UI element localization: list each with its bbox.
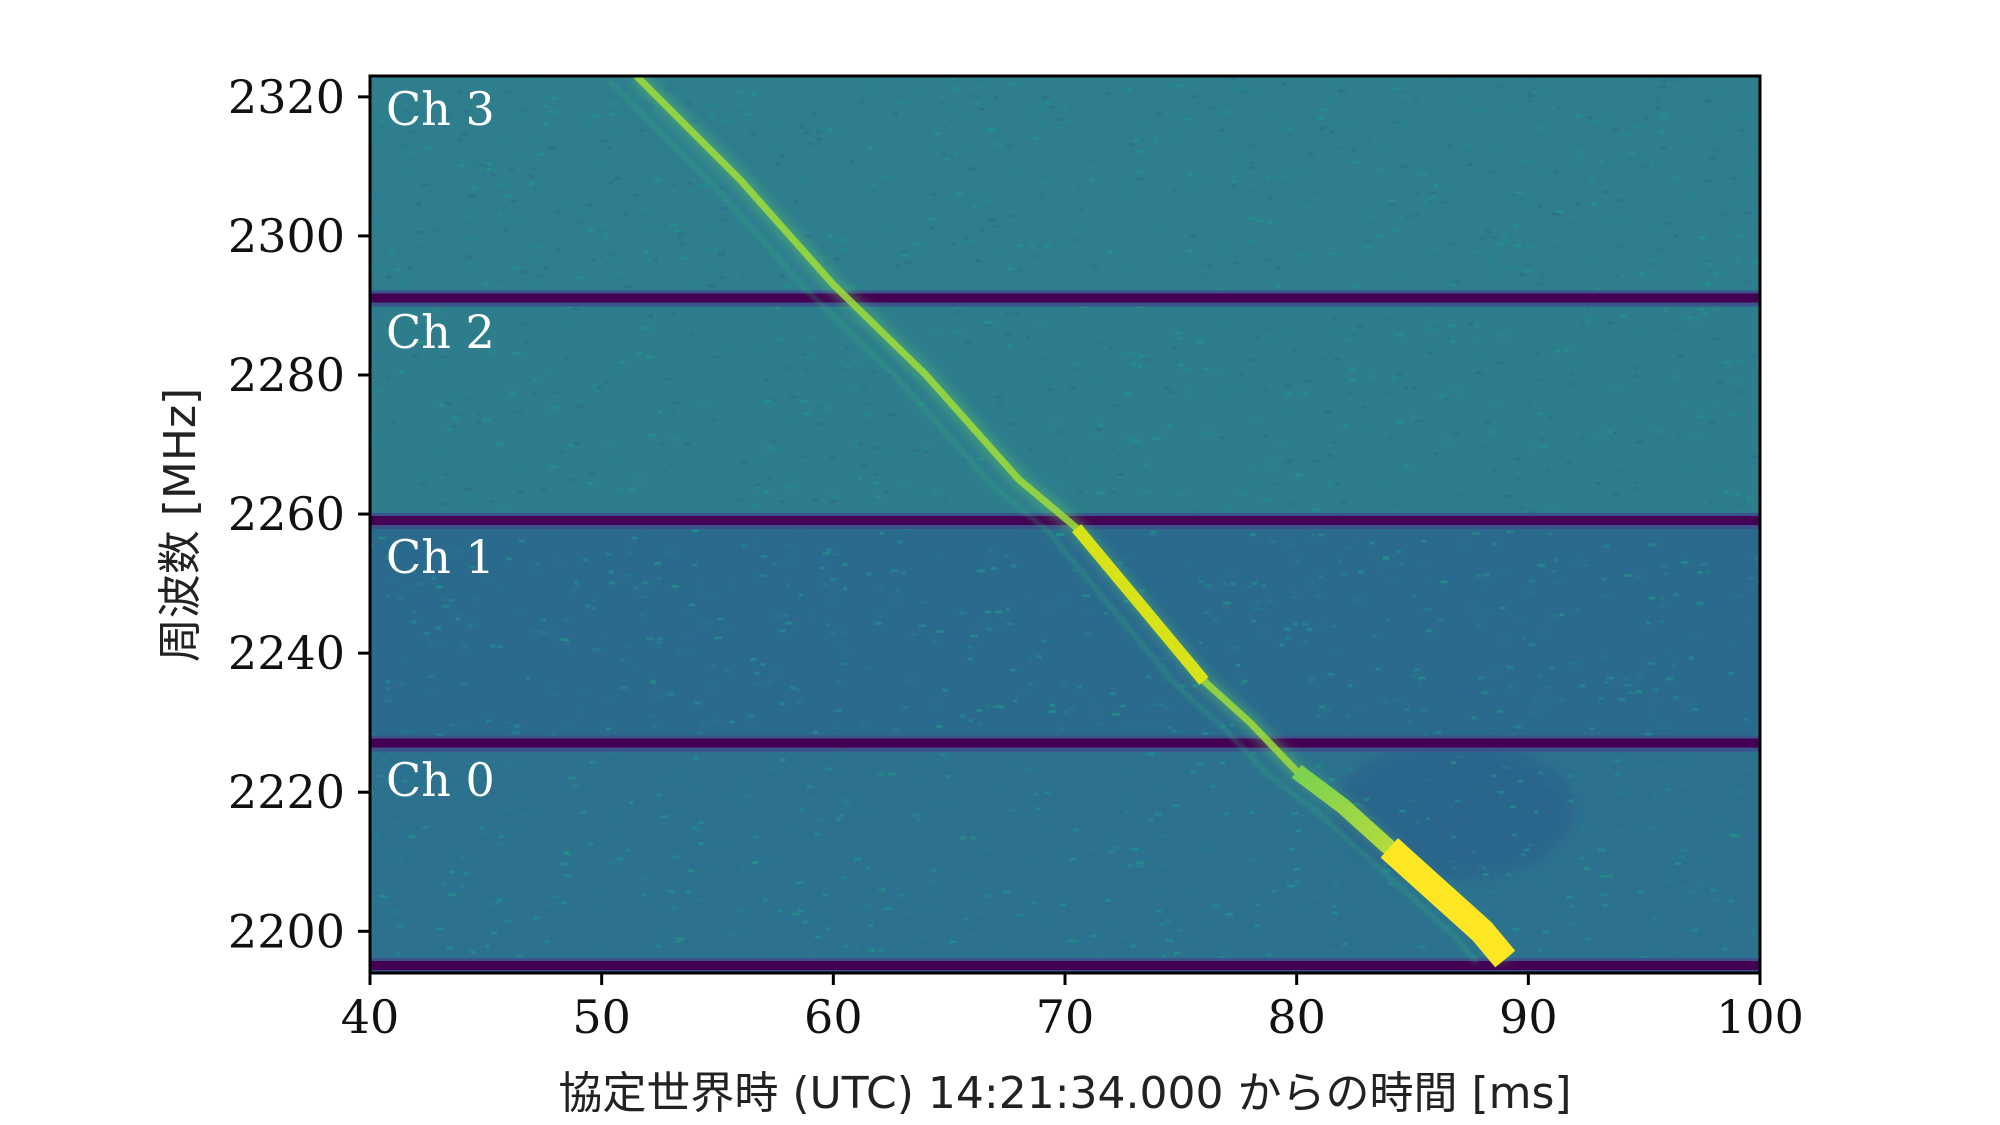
channel-label-ch0: Ch 0 xyxy=(386,753,495,807)
gap-line-3 xyxy=(370,293,1760,303)
burst-bright-ch1 xyxy=(1071,524,1209,685)
burst-track xyxy=(606,76,1516,968)
channel-panel-3 xyxy=(370,76,1760,299)
channel-panel-1 xyxy=(370,521,1760,744)
gap-line-0 xyxy=(370,961,1760,971)
channel-panels xyxy=(370,76,1760,967)
channel-label-ch2: Ch 2 xyxy=(386,305,495,359)
y-tick-label: 2300 xyxy=(228,209,345,263)
plot-area xyxy=(368,74,1762,975)
x-tick-label: 100 xyxy=(1716,990,1804,1044)
x-axis: 40 50 60 70 80 90 100 xyxy=(341,973,1804,1044)
channel-label-ch1: Ch 1 xyxy=(386,530,495,584)
y-tick-label: 2220 xyxy=(228,765,345,819)
y-axis-label: 周波数 [MHz] xyxy=(155,388,206,662)
channel-label-ch3: Ch 3 xyxy=(386,82,495,136)
burst-peak-ch0 xyxy=(1380,838,1516,968)
y-tick-label: 2200 xyxy=(228,904,345,958)
x-axis-label: 協定世界時 (UTC) 14:21:34.000 からの時間 [ms] xyxy=(558,1068,1571,1119)
channel-labels: Ch 3 Ch 2 Ch 1 Ch 0 xyxy=(386,82,495,807)
y-tick-label: 2260 xyxy=(228,487,345,541)
x-tick-label: 90 xyxy=(1499,990,1558,1044)
burst-echo xyxy=(606,78,1479,965)
x-tick-label: 50 xyxy=(572,990,631,1044)
y-tick-label: 2280 xyxy=(228,348,345,402)
y-tick-label: 2240 xyxy=(228,626,345,680)
y-axis: 2200 2220 2240 2260 2280 2300 2320 xyxy=(228,70,370,958)
x-tick-label: 40 xyxy=(341,990,400,1044)
y-tick-label: 2320 xyxy=(228,70,345,124)
x-tick-label: 60 xyxy=(804,990,863,1044)
x-tick-label: 70 xyxy=(1036,990,1095,1044)
x-tick-label: 80 xyxy=(1267,990,1326,1044)
gap-line-1 xyxy=(370,738,1760,748)
channel-panel-2 xyxy=(370,298,1760,522)
